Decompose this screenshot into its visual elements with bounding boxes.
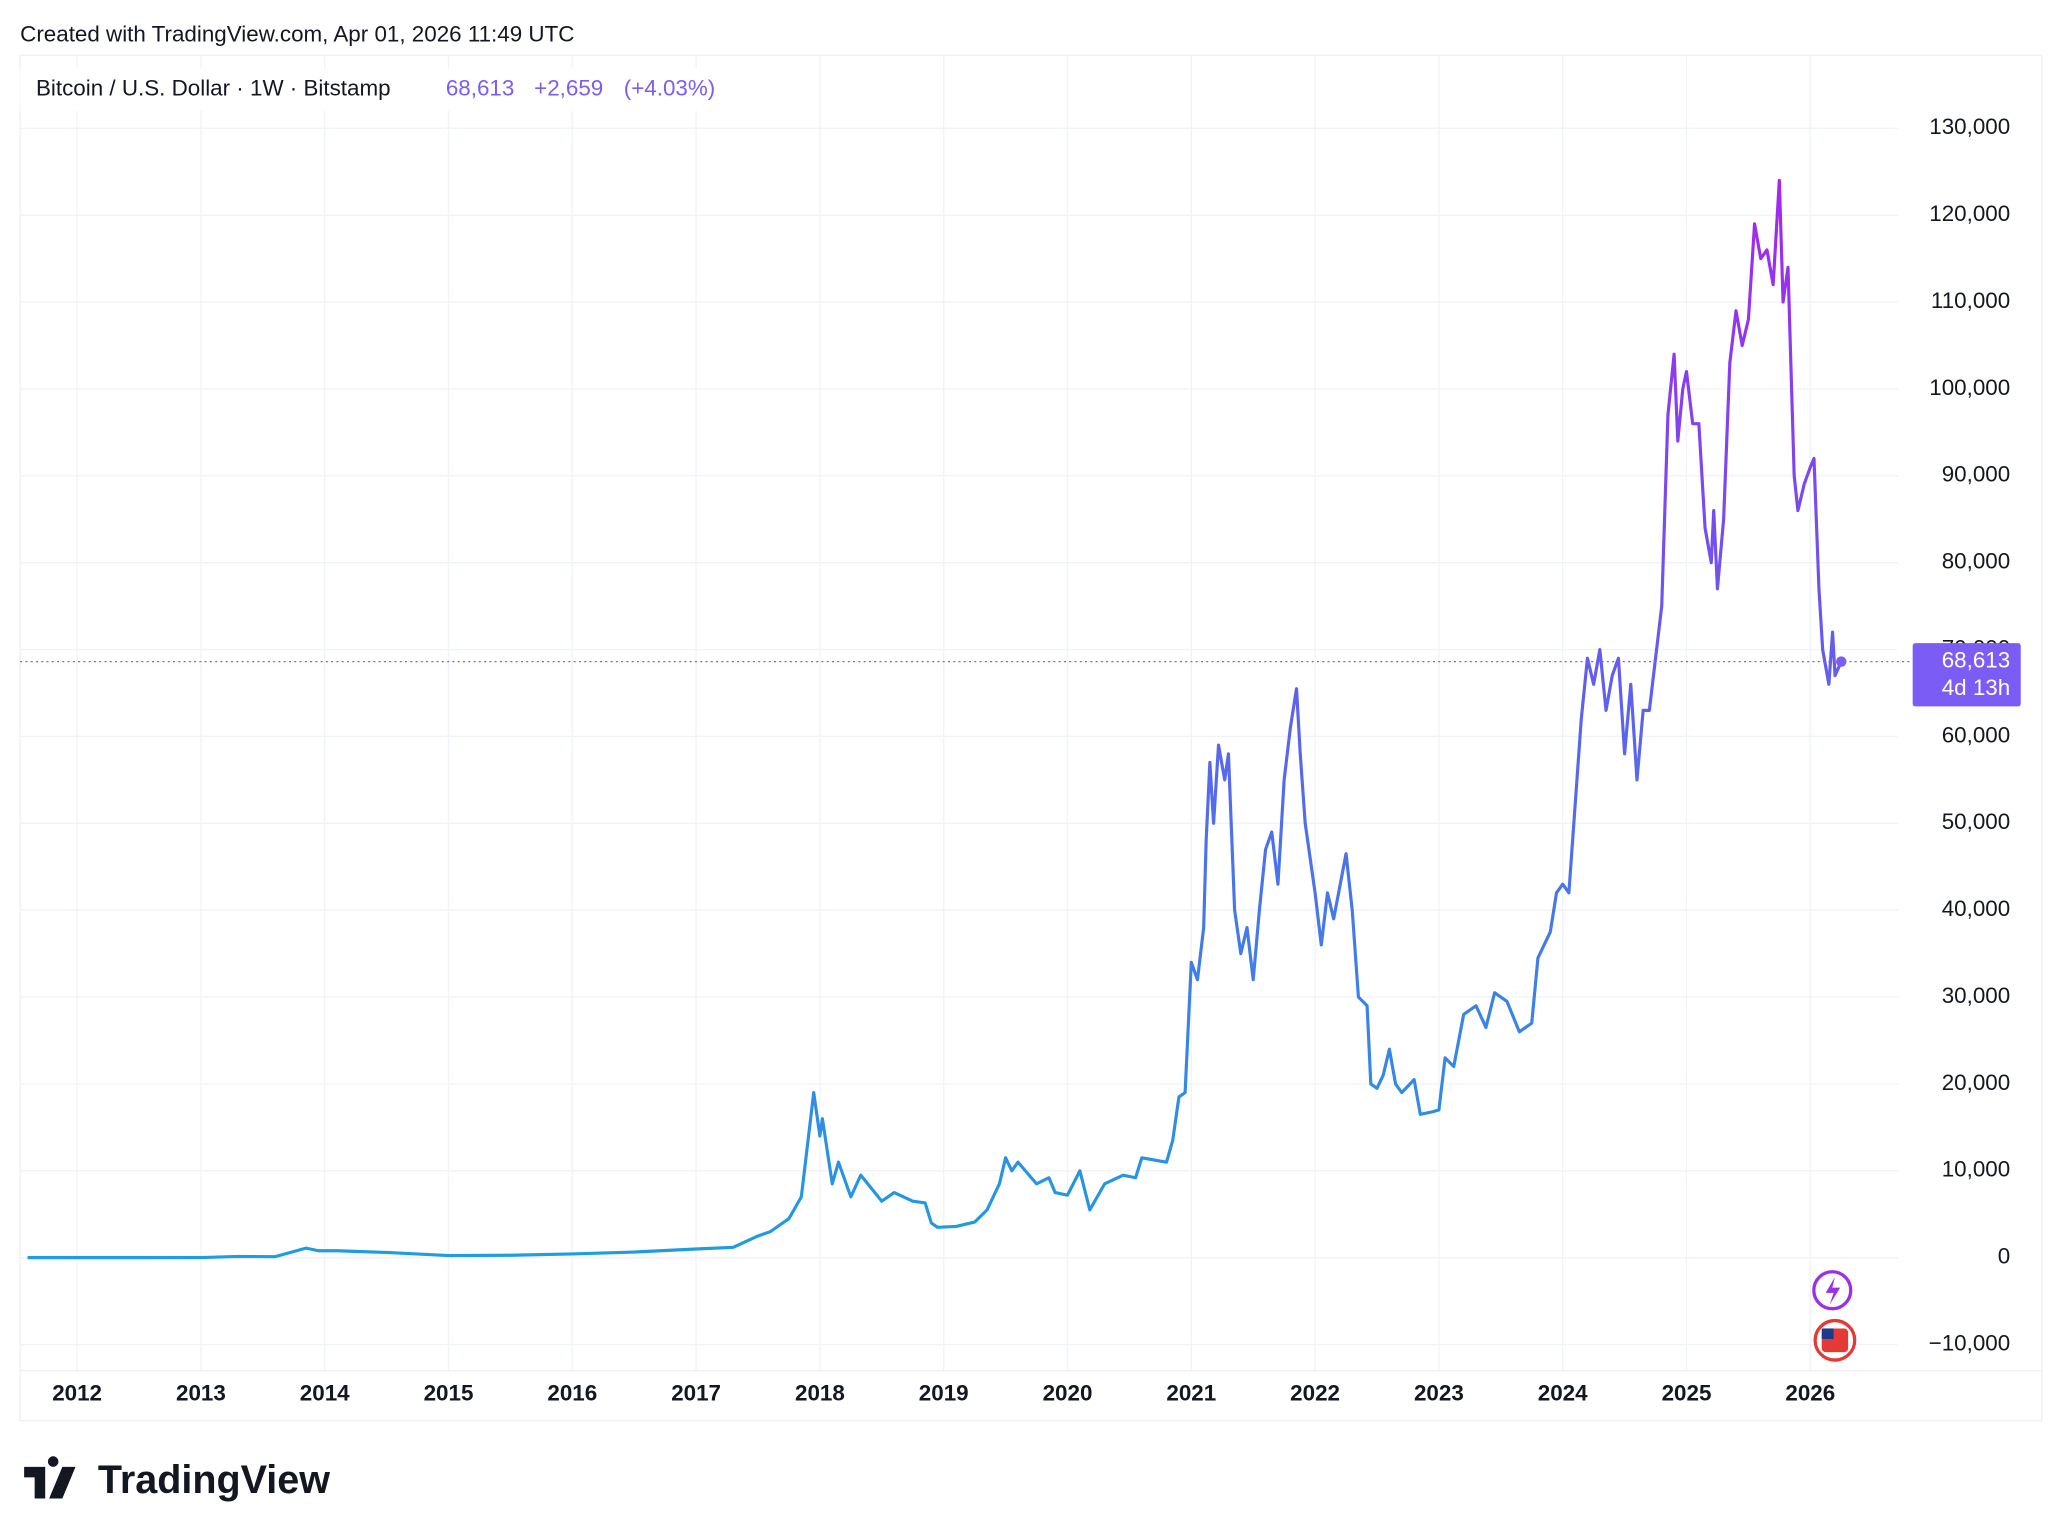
y-tick-label: 100,000 (1929, 375, 2010, 400)
x-tick-label: 2023 (1414, 1380, 1464, 1405)
x-tick-label: 2017 (671, 1380, 721, 1405)
x-tick-label: 2012 (52, 1380, 102, 1405)
x-tick-label: 2014 (300, 1380, 350, 1405)
header: Created with TradingView.com, Apr 01, 20… (20, 22, 574, 47)
price-line (27, 178, 1843, 1260)
x-tick-label: 2019 (919, 1380, 969, 1405)
last-price: 68,613 (446, 76, 514, 101)
y-tick-label: 120,000 (1929, 201, 2010, 226)
x-tick-label: 2018 (795, 1380, 845, 1405)
x-tick-label: 2026 (1785, 1380, 1835, 1405)
legend-bg (20, 68, 739, 111)
y-tick-label: 20,000 (1942, 1070, 2010, 1095)
y-tick-label: 130,000 (1929, 114, 2010, 139)
x-tick-label: 2021 (1166, 1380, 1216, 1405)
x-tick-label: 2015 (424, 1380, 474, 1405)
y-tick-label: −10,000 (1929, 1330, 2011, 1355)
chart-frame (19, 54, 2043, 1422)
logo: TradingView (24, 1456, 330, 1502)
y-tick-label: 10,000 (1942, 1157, 2010, 1182)
x-tick-label: 2013 (176, 1380, 226, 1405)
last-point (1835, 656, 1847, 667)
y-tick-label: 50,000 (1942, 809, 2010, 834)
y-tick-label: 0 (1998, 1244, 2010, 1269)
plot (27, 178, 1843, 1260)
countdown-label: 4d 13h (1942, 675, 2010, 700)
y-tick-label: 90,000 (1942, 462, 2010, 487)
x-tick-label: 2016 (547, 1380, 597, 1405)
price-badge (1912, 643, 2021, 707)
y-tick-label: 30,000 (1942, 983, 2010, 1008)
y-tick-label: 40,000 (1942, 896, 2010, 921)
icon-flag-canton (1821, 1328, 1834, 1339)
x-tick-label: 2022 (1290, 1380, 1340, 1405)
x-tick-label: 2020 (1043, 1380, 1093, 1405)
logo-mark (24, 1456, 76, 1499)
grid (20, 55, 1899, 1371)
logo-text: TradingView (98, 1458, 330, 1502)
price-badge-label: 68,613 (1942, 648, 2010, 673)
icon-bolt (1825, 1277, 1841, 1305)
price-change-percent: (+4.03%) (624, 76, 715, 101)
chart-title: Bitcoin / U.S. Dollar · 1W · Bitstamp (36, 76, 391, 101)
price-change: +2,659 (534, 76, 603, 101)
x-tick-label: 2024 (1538, 1380, 1588, 1405)
y-tick-label: 80,000 (1942, 549, 2010, 574)
x-tick-label: 2025 (1662, 1380, 1712, 1405)
y-tick-label: 60,000 (1942, 722, 2010, 747)
y-tick-label: 110,000 (1931, 288, 2010, 313)
